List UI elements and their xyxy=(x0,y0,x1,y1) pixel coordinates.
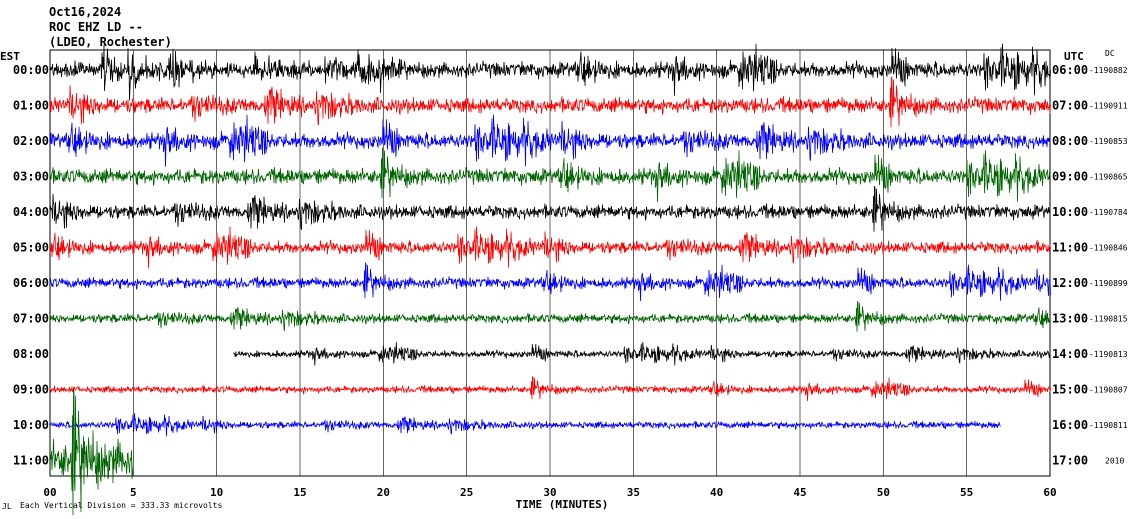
dc-offset-label: -1190807 xyxy=(1089,386,1128,395)
seismic-trace-1100 xyxy=(49,388,134,516)
x-axis-label: TIME (MINUTES) xyxy=(516,498,609,511)
x-tick-label: 30 xyxy=(543,486,556,499)
utc-hour-label: 15:00 xyxy=(1052,383,1088,397)
seismic-trace-0400 xyxy=(49,185,1051,232)
label-layer: 00 5 10 15 20 25 30 35 40 45 50 55 60 TIME (MINUTES) E… xyxy=(0,49,1128,511)
seismic-trace-0100 xyxy=(49,76,1051,128)
network-label: (LDEO, Rochester) xyxy=(49,35,172,49)
est-hour-label: 04:00 xyxy=(13,205,49,219)
station-label: ROC EHZ LD -- xyxy=(49,20,143,34)
utc-hour-label: 11:00 xyxy=(1052,241,1088,255)
dc-offset-label: -1190899 xyxy=(1089,279,1128,288)
trace-layer xyxy=(49,43,1051,516)
utc-hour-label: 13:00 xyxy=(1052,312,1088,326)
seismic-trace-1000 xyxy=(50,413,1001,437)
est-hour-label: 10:00 xyxy=(13,418,49,432)
left-axis-label: EST xyxy=(0,50,20,63)
dc-offset-label: -1190853 xyxy=(1089,137,1128,146)
dc-offset-label: -1190865 xyxy=(1089,173,1128,182)
x-tick-label: 45 xyxy=(793,486,806,499)
est-hour-label: 07:00 xyxy=(13,312,49,326)
utc-hour-label: 09:00 xyxy=(1052,170,1088,184)
dc-offset-label: -1190811 xyxy=(1089,421,1128,430)
x-tick-label: 00 xyxy=(43,486,56,499)
utc-hour-label: 16:00 xyxy=(1052,418,1088,432)
seismic-trace-0800 xyxy=(233,342,1051,366)
seismic-trace-0000 xyxy=(49,43,1051,101)
est-hour-label: 00:00 xyxy=(13,63,49,77)
x-tick-label: 60 xyxy=(1043,486,1056,499)
footer-mark: JL xyxy=(2,502,12,511)
est-hour-label: 03:00 xyxy=(13,170,49,184)
est-hour-label: 06:00 xyxy=(13,276,49,290)
est-hour-label: 11:00 xyxy=(13,454,49,468)
est-hour-label: 09:00 xyxy=(13,383,49,397)
seismic-trace-0300 xyxy=(49,147,1051,203)
seismic-trace-0600 xyxy=(49,262,1051,302)
dc-offset-label: -1190784 xyxy=(1089,208,1128,217)
x-tick-label: 20 xyxy=(377,486,390,499)
dc-offset-label: 2010 xyxy=(1105,457,1124,466)
dc-offset-label: -1190813 xyxy=(1089,350,1128,359)
est-hour-label: 01:00 xyxy=(13,99,49,113)
utc-hour-label: 07:00 xyxy=(1052,99,1088,113)
x-tick-label: 15 xyxy=(293,486,306,499)
x-tick-label: 10 xyxy=(210,486,223,499)
scale-note: Each Vertical Division = 333.33 microvol… xyxy=(20,501,223,510)
dc-offset-label: -1190846 xyxy=(1089,244,1128,253)
dc-column-label: DC xyxy=(1105,49,1115,58)
dc-offset-label: -1190815 xyxy=(1089,315,1128,324)
x-tick-label: 35 xyxy=(627,486,640,499)
x-tick-label: 40 xyxy=(710,486,723,499)
seismic-trace-0500 xyxy=(49,226,1051,269)
date-label: Oct16,2024 xyxy=(49,5,122,19)
seismic-trace-0900 xyxy=(49,376,1051,402)
utc-hour-label: 06:00 xyxy=(1052,63,1088,77)
est-hour-label: 08:00 xyxy=(13,347,49,361)
dc-offset-label: -1190911 xyxy=(1089,102,1128,111)
x-tick-label: 55 xyxy=(960,486,973,499)
x-tick-label: 5 xyxy=(130,486,137,499)
utc-hour-label: 12:00 xyxy=(1052,276,1088,290)
dc-offset-label: -1190882 xyxy=(1089,66,1128,75)
right-axis-label: UTC xyxy=(1064,50,1084,63)
est-hour-label: 02:00 xyxy=(13,134,49,148)
seismic-trace-0200 xyxy=(49,114,1051,167)
utc-hour-label: 17:00 xyxy=(1052,454,1088,468)
utc-hour-label: 08:00 xyxy=(1052,134,1088,148)
x-tick-label: 25 xyxy=(460,486,473,499)
est-hour-label: 05:00 xyxy=(13,241,49,255)
utc-hour-label: 10:00 xyxy=(1052,205,1088,219)
utc-hour-label: 14:00 xyxy=(1052,347,1088,361)
seismic-trace-0700 xyxy=(49,301,1051,332)
x-tick-label: 50 xyxy=(877,486,890,499)
